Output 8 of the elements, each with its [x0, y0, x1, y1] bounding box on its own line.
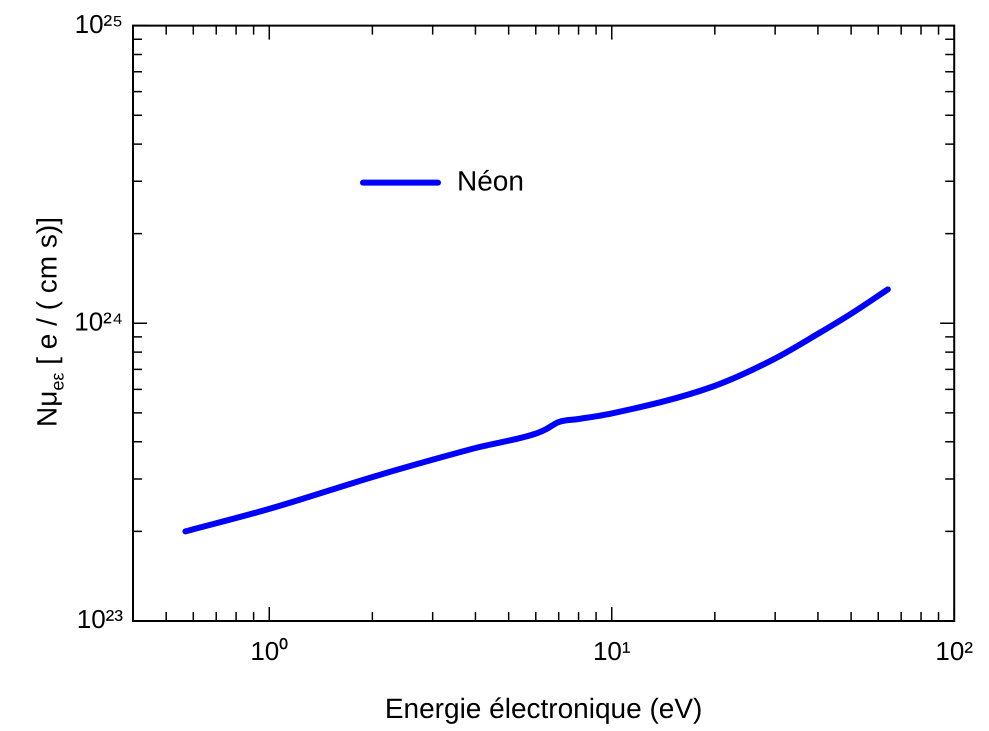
x-tick-label: 10⁰	[250, 636, 288, 666]
y-tick-label: 10²⁵	[74, 8, 123, 39]
x-tick-label: 10²	[935, 636, 974, 666]
y-tick-label: 10²³	[76, 604, 124, 634]
x-axis-title: Energie électronique (eV)	[384, 692, 702, 724]
x-tick-label: 10¹	[592, 636, 631, 666]
y-tick-label: 10²⁴	[74, 306, 123, 336]
legend-label: Néon	[457, 165, 524, 196]
